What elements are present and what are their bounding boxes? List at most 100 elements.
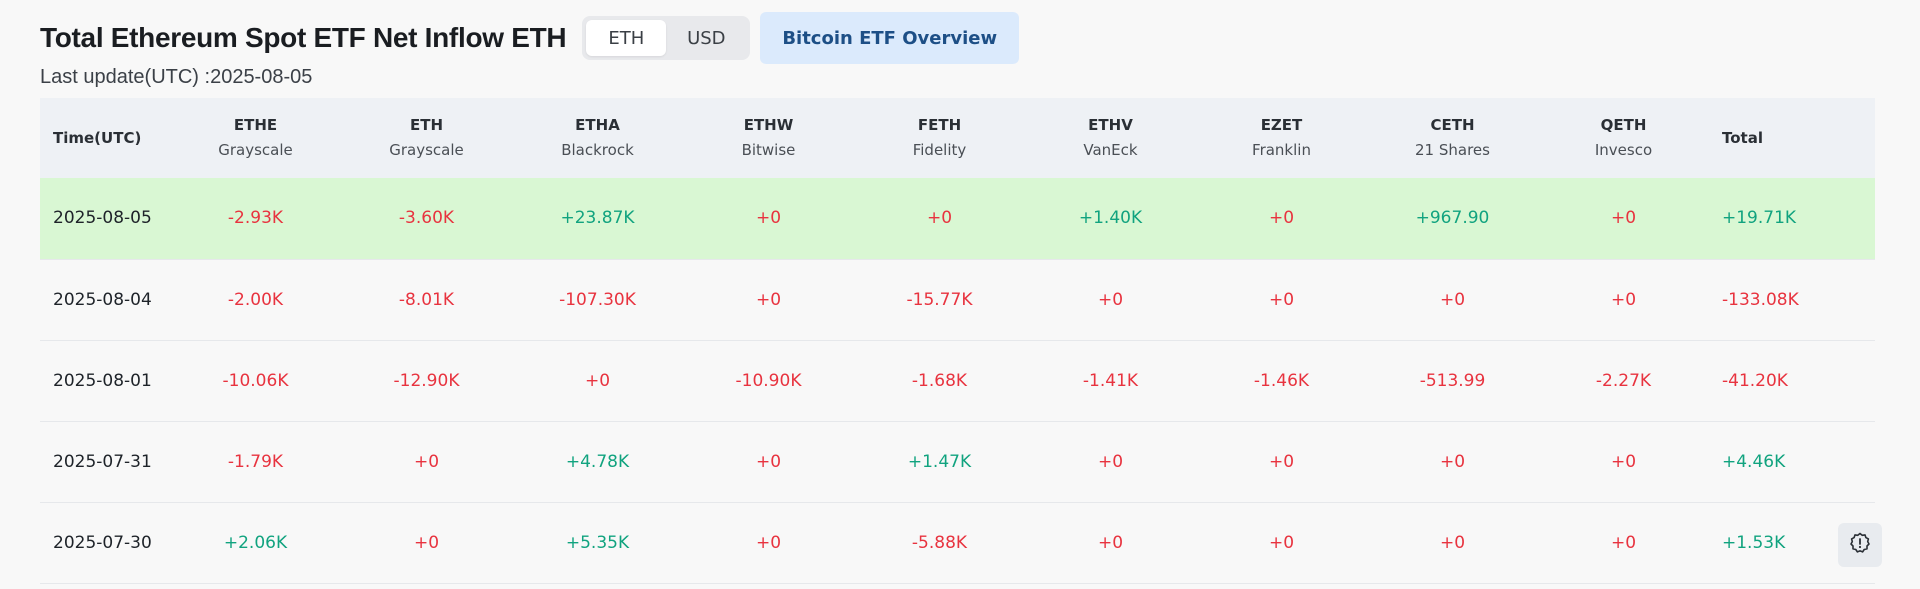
table-row: 2025-08-05 -2.93K -3.60K +23.87K +0 +0 +1.40K +… (40, 178, 1875, 259)
flow-cell-qeth: -2.27K (1595, 370, 1652, 391)
last-update-text: Last update(UTC) :2025-08-05 (40, 66, 313, 88)
column-issuer: Blackrock (561, 141, 634, 159)
flow-cell-ethw: +0 (755, 532, 782, 553)
flow-cell-etha: +0 (584, 370, 611, 391)
settings-fab[interactable] (1838, 523, 1882, 567)
column-header-ceth[interactable]: CETH 21 Shares (1367, 98, 1538, 178)
column-ticker: ETHV (1088, 116, 1133, 134)
table-header-row: Time(UTC) ETHE Grayscale ETH Grayscale ETHA B… (40, 98, 1875, 178)
row-date: 2025-08-05 (53, 208, 152, 229)
total-column-header[interactable]: Total (1722, 128, 1763, 147)
column-ticker: ETHW (743, 116, 794, 134)
flow-cell-ethv: -1.41K (1082, 370, 1139, 391)
column-header-ethw[interactable]: ETHW Bitwise (683, 98, 854, 178)
row-total: +19.71K (1722, 208, 1797, 229)
column-issuer: Bitwise (741, 141, 796, 159)
column-header-ethv[interactable]: ETHV VanEck (1025, 98, 1196, 178)
flow-cell-qeth: +0 (1610, 289, 1637, 310)
flow-cell-ceth: +0 (1439, 289, 1466, 310)
flow-cell-eth: +0 (413, 451, 440, 472)
flow-cell-ethv: +1.40K (1078, 208, 1143, 229)
flow-cell-ethe: -1.79K (227, 451, 284, 472)
table-row: 2025-08-01 -10.06K -12.90K +0 -10.90K -1.68K -… (40, 340, 1875, 421)
column-ticker: FETH (917, 116, 962, 134)
column-header-etha[interactable]: ETHA Blackrock (512, 98, 683, 178)
flow-cell-ethe: +2.06K (223, 532, 288, 553)
flow-cell-feth: +1.47K (907, 451, 972, 472)
row-date: 2025-08-01 (53, 370, 152, 391)
flow-cell-eth: +0 (413, 532, 440, 553)
flow-cell-ethv: +0 (1097, 289, 1124, 310)
column-issuer: VanEck (1083, 141, 1138, 159)
flow-cell-feth: -1.68K (911, 370, 968, 391)
flow-cell-ceth: +0 (1439, 532, 1466, 553)
row-date: 2025-07-31 (53, 451, 152, 472)
flow-cell-ethe: -2.93K (227, 208, 284, 229)
flow-cell-ethv: +0 (1097, 451, 1124, 472)
column-ticker: EZET (1260, 116, 1303, 134)
column-header-ezet[interactable]: EZET Franklin (1196, 98, 1367, 178)
flow-cell-ceth: +0 (1439, 451, 1466, 472)
table-row: 2025-07-31 -1.79K +0 +4.78K +0 +1.47K +0 +0 +0 +0… (40, 421, 1875, 502)
bitcoin-etf-overview-button[interactable]: Bitcoin ETF Overview (760, 12, 1020, 64)
flow-cell-ethw: -10.90K (735, 370, 802, 391)
column-issuer: Grayscale (389, 141, 464, 159)
column-issuer: Fidelity (912, 141, 967, 159)
column-header-qeth[interactable]: QETH Invesco (1538, 98, 1709, 178)
column-issuer: Grayscale (218, 141, 293, 159)
flow-cell-ethw: +0 (755, 451, 782, 472)
flow-cell-etha: +4.78K (565, 451, 630, 472)
flow-cell-ezet: -1.46K (1253, 370, 1310, 391)
flow-cell-feth: -15.77K (906, 289, 973, 310)
flow-cell-qeth: +0 (1610, 532, 1637, 553)
table-row: 2025-07-30 +2.06K +0 +5.35K +0 -5.88K +0 +0 +0 +0… (40, 502, 1875, 583)
flow-cell-ethe: -2.00K (227, 289, 284, 310)
column-issuer: Invesco (1594, 141, 1653, 159)
column-header-ethe[interactable]: ETHE Grayscale (170, 98, 341, 178)
flow-cell-eth: -3.60K (398, 208, 455, 229)
flow-cell-feth: +0 (926, 208, 953, 229)
settings-alert-icon (1848, 531, 1872, 559)
row-total: -133.08K (1722, 289, 1799, 310)
row-total: +4.46K (1722, 451, 1786, 472)
unit-option-usd[interactable]: USD (687, 27, 726, 49)
page-header: Total Ethereum Spot ETF Net Inflow ETH E… (40, 12, 1020, 64)
flow-cell-etha: +5.35K (565, 532, 630, 553)
flow-cell-ethv: +0 (1097, 532, 1124, 553)
row-date: 2025-08-04 (53, 289, 152, 310)
flow-cell-qeth: +0 (1610, 208, 1637, 229)
flow-cell-eth: -8.01K (398, 289, 455, 310)
flow-cell-qeth: +0 (1610, 451, 1637, 472)
column-ticker: ETHE (233, 116, 278, 134)
flow-cell-etha: +23.87K (560, 208, 635, 229)
column-issuer: 21 Shares (1415, 141, 1490, 159)
flow-cell-ezet: +0 (1268, 208, 1295, 229)
column-ticker: ETHA (575, 116, 620, 134)
table-row: 2025-08-04 -2.00K -8.01K -107.30K +0 -15.77K +… (40, 259, 1875, 340)
row-total: -41.20K (1722, 370, 1788, 391)
flow-cell-ezet: +0 (1268, 289, 1295, 310)
table-body: 2025-08-05 -2.93K -3.60K +23.87K +0 +0 +1.40K +… (40, 178, 1875, 583)
column-issuer: Franklin (1252, 141, 1311, 159)
flow-cell-eth: -12.90K (393, 370, 460, 391)
row-total: +1.53K (1722, 532, 1786, 553)
flow-cell-ethw: +0 (755, 208, 782, 229)
flow-cell-ethw: +0 (755, 289, 782, 310)
page-title: Total Ethereum Spot ETF Net Inflow ETH (40, 22, 567, 53)
unit-toggle: ETH USD (582, 16, 751, 60)
flow-cell-ceth: +967.90 (1415, 208, 1490, 229)
column-header-feth[interactable]: FETH Fidelity (854, 98, 1025, 178)
column-ticker: QETH (1600, 116, 1647, 134)
flow-cell-ezet: +0 (1268, 532, 1295, 553)
column-header-eth[interactable]: ETH Grayscale (341, 98, 512, 178)
flow-cell-ceth: -513.99 (1419, 370, 1486, 391)
etf-flow-table: Time(UTC) ETHE Grayscale ETH Grayscale ETHA B… (40, 98, 1875, 584)
column-ticker: ETH (409, 116, 444, 134)
column-ticker: CETH (1430, 116, 1475, 134)
flow-cell-feth: -5.88K (911, 532, 968, 553)
time-column-header[interactable]: Time(UTC) (53, 128, 142, 147)
unit-option-eth[interactable]: ETH (586, 20, 667, 56)
flow-cell-etha: -107.30K (559, 289, 636, 310)
flow-cell-ethe: -10.06K (222, 370, 289, 391)
flow-cell-ezet: +0 (1268, 451, 1295, 472)
